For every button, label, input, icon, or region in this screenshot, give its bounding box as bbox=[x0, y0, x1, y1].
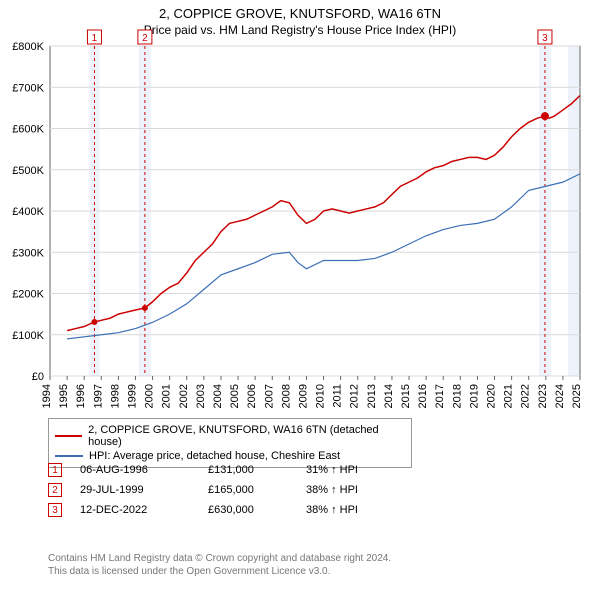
svg-text:2022: 2022 bbox=[520, 384, 532, 408]
svg-text:2007: 2007 bbox=[263, 384, 275, 408]
legend-swatch bbox=[55, 435, 82, 437]
svg-text:2000: 2000 bbox=[144, 384, 156, 408]
footer-line-2: This data is licensed under the Open Gov… bbox=[48, 565, 391, 578]
events-table: 1 06-AUG-1996 £131,000 31% ↑ HPI 2 29-JUL-199… bbox=[48, 460, 358, 520]
svg-text:1995: 1995 bbox=[58, 384, 70, 408]
svg-text:1996: 1996 bbox=[75, 384, 87, 408]
svg-text:2016: 2016 bbox=[417, 384, 429, 408]
svg-text:1998: 1998 bbox=[109, 384, 121, 408]
event-date: 12-DEC-2022 bbox=[80, 504, 190, 516]
event-delta: 38% ↑ HPI bbox=[306, 484, 358, 496]
svg-text:2015: 2015 bbox=[400, 384, 412, 408]
svg-text:£300K: £300K bbox=[12, 247, 44, 259]
legend-item: 2, COPPICE GROVE, KNUTSFORD, WA16 6TN (d… bbox=[55, 423, 405, 449]
svg-text:1997: 1997 bbox=[92, 384, 104, 408]
svg-text:£100K: £100K bbox=[12, 330, 44, 342]
svg-text:2002: 2002 bbox=[178, 384, 190, 408]
attribution-footer: Contains HM Land Registry data © Crown c… bbox=[48, 552, 391, 578]
svg-text:2014: 2014 bbox=[383, 384, 395, 408]
svg-text:2011: 2011 bbox=[332, 384, 344, 408]
event-price: £165,000 bbox=[208, 484, 288, 496]
event-row: 1 06-AUG-1996 £131,000 31% ↑ HPI bbox=[48, 460, 358, 480]
legend-label: 2, COPPICE GROVE, KNUTSFORD, WA16 6TN (d… bbox=[88, 424, 405, 448]
svg-text:1994: 1994 bbox=[41, 384, 53, 408]
event-marker: 2 bbox=[48, 483, 62, 497]
svg-text:2019: 2019 bbox=[468, 384, 480, 408]
event-delta: 38% ↑ HPI bbox=[306, 504, 358, 516]
event-row: 3 12-DEC-2022 £630,000 38% ↑ HPI bbox=[48, 500, 358, 520]
footer-line-1: Contains HM Land Registry data © Crown c… bbox=[48, 552, 391, 565]
svg-text:£200K: £200K bbox=[12, 289, 44, 301]
svg-text:£500K: £500K bbox=[12, 165, 44, 177]
svg-text:£600K: £600K bbox=[12, 124, 44, 136]
svg-text:2018: 2018 bbox=[451, 384, 463, 408]
event-marker: 3 bbox=[48, 503, 62, 517]
line-chart: £0 £100K £200K £300K £400K £500K £600K £700K £80… bbox=[0, 0, 600, 416]
svg-text:2017: 2017 bbox=[434, 384, 446, 408]
event-marker: 1 bbox=[48, 463, 62, 477]
event-date: 06-AUG-1996 bbox=[80, 464, 190, 476]
event-price: £131,000 bbox=[208, 464, 288, 476]
svg-text:2012: 2012 bbox=[349, 384, 361, 408]
svg-text:2009: 2009 bbox=[297, 384, 309, 408]
event-date: 29-JUL-1999 bbox=[80, 484, 190, 496]
svg-text:2025: 2025 bbox=[571, 384, 583, 408]
svg-text:1999: 1999 bbox=[126, 384, 138, 408]
svg-text:2: 2 bbox=[142, 33, 148, 44]
svg-text:1: 1 bbox=[92, 33, 98, 44]
svg-text:2008: 2008 bbox=[280, 384, 292, 408]
svg-text:£0: £0 bbox=[32, 371, 44, 383]
svg-text:£800K: £800K bbox=[12, 41, 44, 53]
svg-text:2020: 2020 bbox=[486, 384, 498, 408]
svg-text:2024: 2024 bbox=[554, 384, 566, 408]
svg-text:2005: 2005 bbox=[229, 384, 241, 408]
svg-text:2003: 2003 bbox=[195, 384, 207, 408]
svg-text:2006: 2006 bbox=[246, 384, 258, 408]
svg-text:3: 3 bbox=[542, 33, 548, 44]
event-price: £630,000 bbox=[208, 504, 288, 516]
svg-text:£700K: £700K bbox=[12, 82, 44, 94]
svg-text:2023: 2023 bbox=[537, 384, 549, 408]
svg-text:2001: 2001 bbox=[161, 384, 173, 408]
event-row: 2 29-JUL-1999 £165,000 38% ↑ HPI bbox=[48, 480, 358, 500]
event-delta: 31% ↑ HPI bbox=[306, 464, 358, 476]
legend-swatch bbox=[55, 455, 83, 457]
svg-text:2021: 2021 bbox=[503, 384, 515, 408]
chart-container: 2, COPPICE GROVE, KNUTSFORD, WA16 6TN Pr… bbox=[0, 0, 600, 590]
svg-text:2004: 2004 bbox=[212, 384, 224, 408]
svg-text:£400K: £400K bbox=[12, 206, 44, 218]
svg-text:2010: 2010 bbox=[315, 384, 327, 408]
svg-text:2013: 2013 bbox=[366, 384, 378, 408]
